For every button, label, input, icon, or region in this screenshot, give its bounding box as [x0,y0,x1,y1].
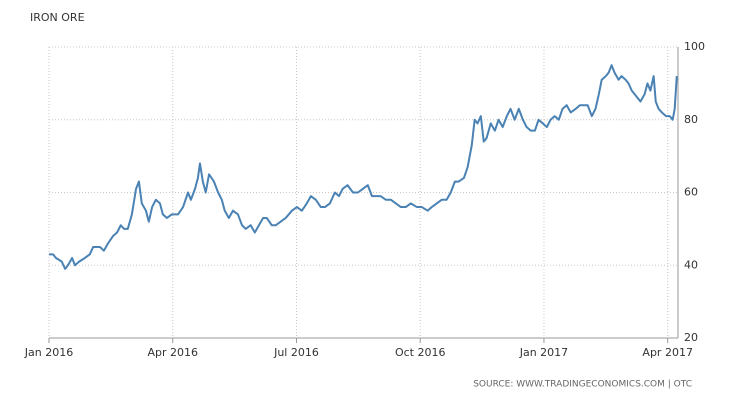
y-tick-label: 100 [684,40,705,53]
source: SOURCE: WWW.TRADINGECONOMICS.COM | OTC [473,380,692,390]
y-tick-label: 40 [684,258,698,271]
x-tick-label: Jan 2016 [24,346,73,359]
y-tick-label: 80 [684,113,698,126]
x-tick-label: Apr 2016 [147,346,198,359]
x-tick-label: Oct 2016 [395,346,446,359]
x-tick-label: Jan 2017 [519,346,568,359]
x-tick-label: Apr 2017 [642,346,693,359]
y-tick-label: 60 [684,186,698,199]
chart-title: IRON ORE [30,11,85,24]
price-line [49,64,678,270]
x-tick-label: Jul 2016 [273,346,319,359]
y-tick-label: 20 [684,331,698,344]
